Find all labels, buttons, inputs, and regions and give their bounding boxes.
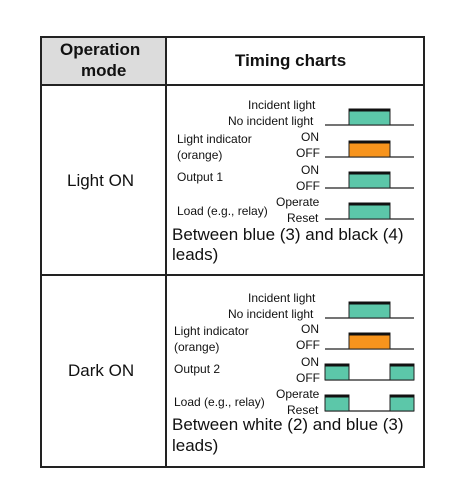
table-border-row-separator	[40, 274, 425, 276]
label-on: ON	[301, 163, 319, 177]
label-off: OFF	[296, 179, 320, 193]
label-load: Load (e.g., relay)	[174, 395, 265, 409]
label-no-incident-light: No incident light	[228, 114, 314, 128]
row-description-line2: leads)	[172, 245, 219, 264]
table-border-middle	[165, 36, 167, 468]
table-border-left	[40, 36, 42, 468]
waveform-load	[325, 202, 414, 220]
row-description-line1: Between white (2) and blue (3)	[172, 415, 404, 434]
table-border-bottom	[40, 466, 425, 468]
header-cell-background	[41, 37, 166, 84]
waveform-light-indicator	[325, 140, 414, 158]
label-load: Load (e.g., relay)	[177, 204, 268, 218]
waveform-light-indicator	[325, 332, 414, 350]
header-timing-charts: Timing charts	[235, 51, 347, 70]
label-no-incident-light: No incident light	[228, 307, 314, 321]
label-indicator-color: (orange)	[174, 340, 220, 354]
label-off: OFF	[296, 371, 320, 385]
row-description-line1: Between blue (3) and black (4)	[172, 225, 404, 244]
label-incident-light: Incident light	[248, 291, 316, 305]
label-incident-light: Incident light	[248, 98, 316, 112]
label-off: OFF	[296, 338, 320, 352]
label-operate: Operate	[276, 195, 320, 209]
label-light-indicator: Light indicator	[177, 132, 252, 146]
label-operate: Operate	[276, 387, 320, 401]
table-border-top	[40, 36, 425, 38]
label-on: ON	[301, 355, 319, 369]
table-border-right	[423, 36, 425, 468]
label-on: ON	[301, 130, 319, 144]
waveform-output	[325, 171, 414, 189]
table-border-header-bottom	[40, 84, 425, 86]
label-output: Output 2	[174, 362, 221, 376]
mode-light-on: Light ON	[67, 171, 135, 190]
waveform-incident-light	[325, 301, 414, 319]
label-reset: Reset	[287, 403, 319, 417]
header-operation-mode-line1: Operation	[60, 40, 141, 59]
waveform-incident-light	[325, 108, 414, 126]
label-reset: Reset	[287, 211, 319, 225]
label-output: Output 1	[177, 170, 224, 184]
label-indicator-color: (orange)	[177, 148, 223, 162]
mode-dark-on: Dark ON	[68, 361, 135, 380]
row-description-line2: leads)	[172, 436, 219, 455]
header-operation-mode-line2: mode	[81, 61, 127, 80]
waveform-output-inverted	[324, 363, 415, 381]
label-light-indicator: Light indicator	[174, 324, 249, 338]
waveform-load-inverted	[324, 394, 415, 412]
label-on: ON	[301, 322, 319, 336]
label-off: OFF	[296, 146, 320, 160]
